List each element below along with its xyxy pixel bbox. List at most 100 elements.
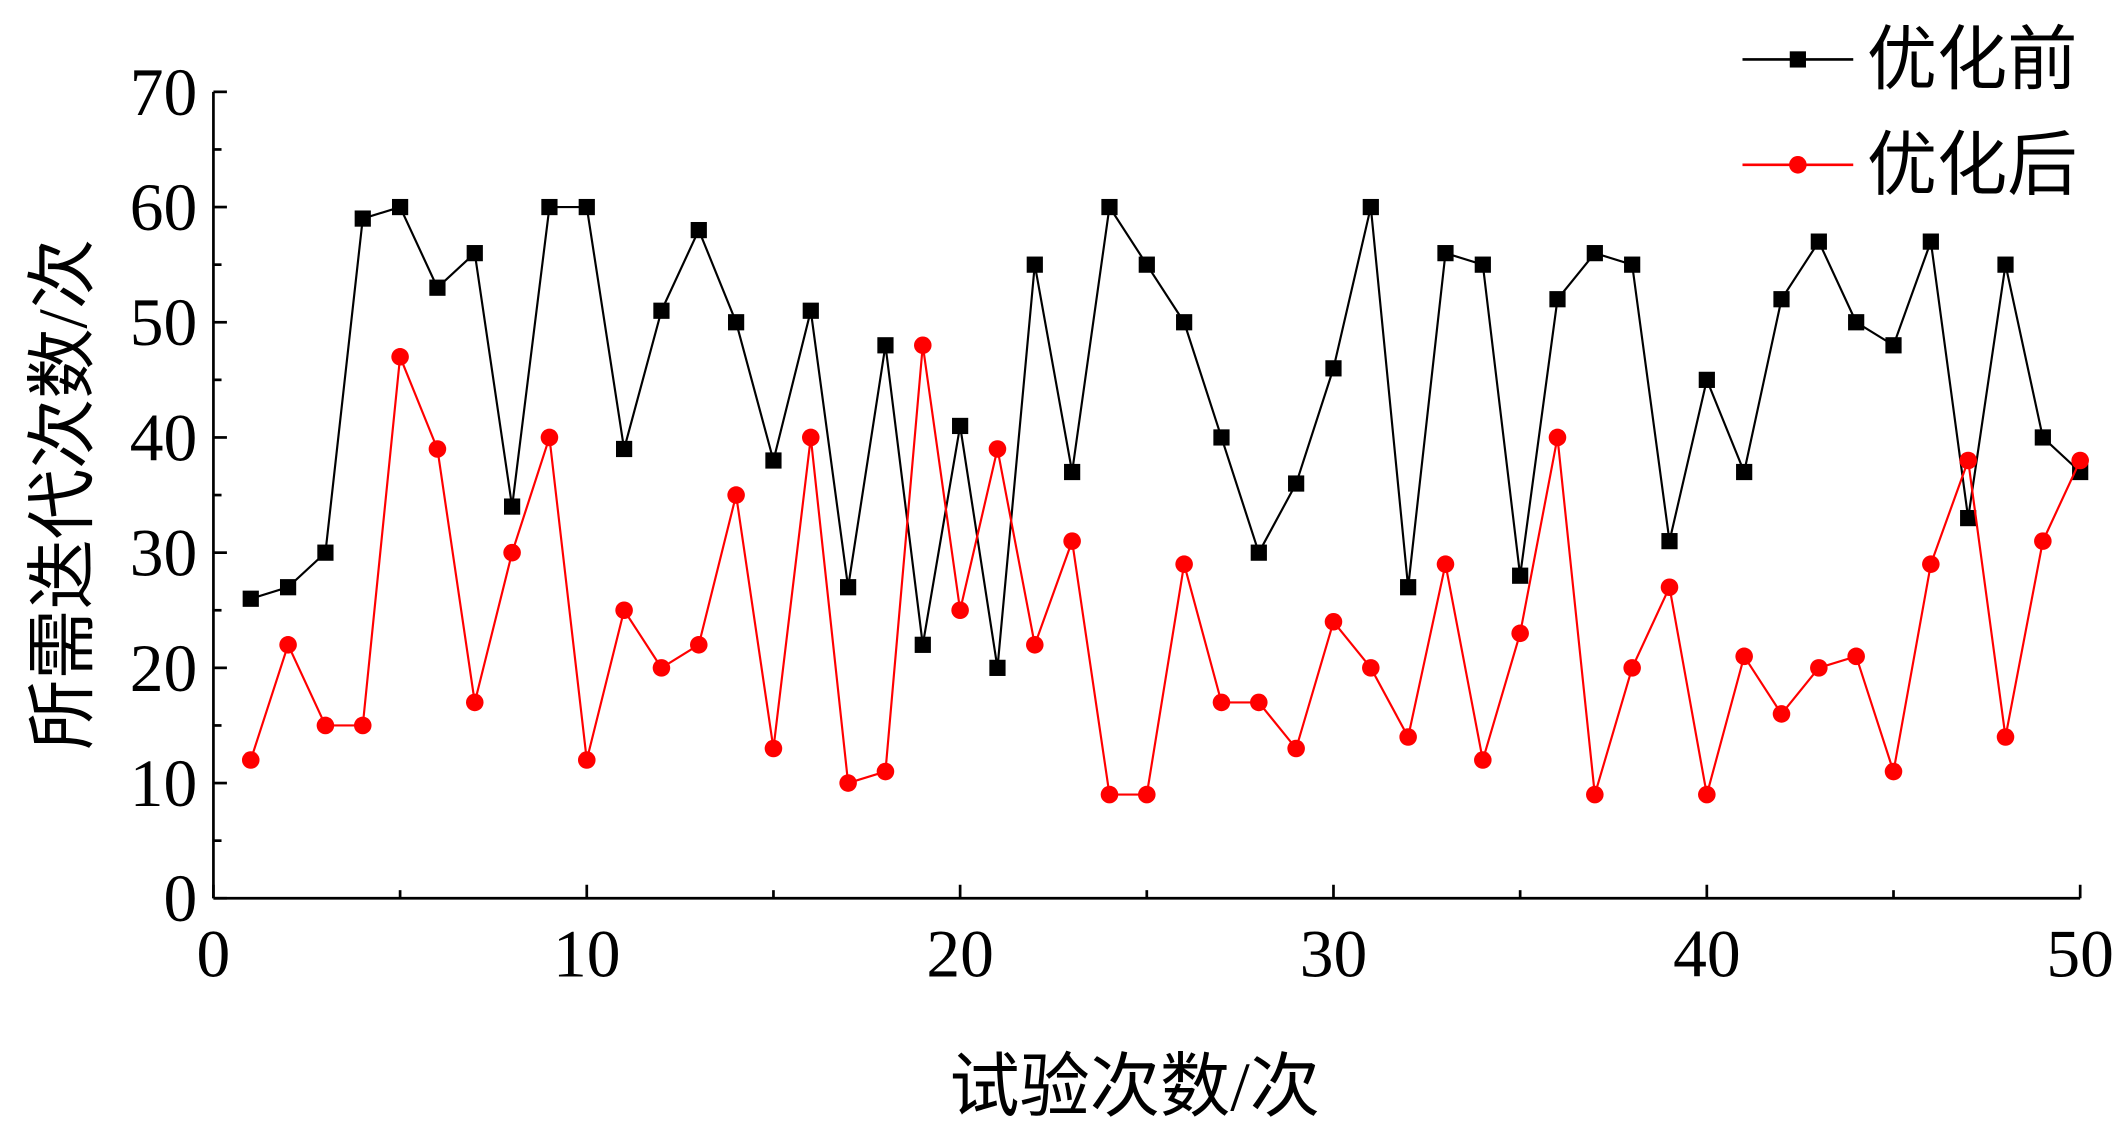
data-point <box>1661 533 1678 550</box>
data-point <box>1997 256 2014 273</box>
data-point <box>1735 647 1753 666</box>
data-point <box>466 245 483 262</box>
data-point <box>1175 555 1193 573</box>
data-point <box>1698 371 1715 388</box>
data-point <box>1549 291 1566 308</box>
data-point <box>1362 198 1379 216</box>
data-point <box>1026 256 1043 273</box>
data-point <box>241 751 260 769</box>
y-tick-label: 40 <box>130 400 198 475</box>
data-point <box>988 440 1007 458</box>
x-tick-label: 10 <box>553 917 621 992</box>
data-point <box>1848 314 1865 331</box>
data-point <box>428 440 447 458</box>
legend-label: 优化前 <box>1867 22 2078 100</box>
data-point <box>1548 428 1567 447</box>
series-line <box>250 204 2081 669</box>
data-point <box>1885 337 1902 354</box>
data-point <box>503 498 521 515</box>
data-point <box>1922 233 1939 250</box>
data-point <box>1960 509 1977 527</box>
axes: 0 10 20 30 40 50 60 70 0 10 20 30 40 50 <box>130 55 2114 992</box>
y-tick-label: 50 <box>130 285 198 360</box>
data-point <box>876 762 895 781</box>
data-point <box>503 543 521 562</box>
series-line <box>249 345 2082 796</box>
data-point <box>578 198 595 216</box>
data-point <box>1437 245 1454 262</box>
data-point <box>1810 233 1827 250</box>
data-point <box>1884 762 1903 781</box>
data-point <box>1100 785 1119 804</box>
data-point <box>2034 532 2052 550</box>
data-point <box>1512 567 1529 584</box>
data-point <box>1250 693 1268 712</box>
data-point <box>1324 612 1343 631</box>
data-point <box>690 221 707 239</box>
data-point <box>541 198 558 216</box>
data-point <box>951 601 969 620</box>
y-tick-label: 20 <box>130 631 198 706</box>
data-point <box>1063 532 1081 550</box>
data-point <box>728 314 745 331</box>
data-point <box>765 452 782 469</box>
data-point <box>1772 705 1791 723</box>
series-layer <box>241 198 2089 804</box>
data-point <box>1287 739 1305 758</box>
data-point <box>1138 785 1156 804</box>
data-point <box>1212 693 1231 712</box>
y-axis-label: 所需迭代次数/次 <box>24 239 102 750</box>
data-point <box>1474 751 1492 769</box>
data-point <box>1660 578 1679 596</box>
data-point <box>1288 475 1305 492</box>
x-tick-label: 20 <box>926 917 994 992</box>
data-point <box>1511 624 1529 643</box>
data-point <box>1996 728 2015 746</box>
y-tick-label: 30 <box>130 516 198 591</box>
data-point <box>1064 463 1081 481</box>
data-point <box>952 417 969 435</box>
data-point <box>1138 256 1155 273</box>
data-point <box>1474 256 1491 273</box>
data-point <box>727 486 745 504</box>
y-tick-label: 70 <box>130 55 198 130</box>
data-point <box>839 774 857 792</box>
data-point <box>1026 636 1044 654</box>
data-point <box>465 693 484 712</box>
legend-marker <box>1789 156 1807 174</box>
data-point <box>1847 647 1865 666</box>
data-point <box>1176 314 1193 331</box>
legend-marker <box>1789 51 1806 68</box>
data-point <box>1810 659 1828 677</box>
data-point <box>1773 291 1790 308</box>
data-point <box>1213 429 1230 446</box>
data-point <box>1959 451 1977 470</box>
y-tick-label: 10 <box>130 746 198 821</box>
x-axis-label: 试验次数/次 <box>949 1048 1320 1126</box>
data-point <box>1101 198 1118 216</box>
x-tick-label: 0 <box>197 917 231 992</box>
data-point <box>1736 463 1753 481</box>
data-point <box>2071 451 2089 470</box>
data-point <box>429 279 446 296</box>
data-point <box>802 428 820 447</box>
data-point <box>1698 785 1716 804</box>
data-point <box>616 440 633 458</box>
y-tick-label: 60 <box>130 170 198 245</box>
data-point <box>1586 245 1603 262</box>
data-point <box>877 337 894 354</box>
x-tick-label: 50 <box>2046 917 2114 992</box>
data-point <box>316 716 335 735</box>
data-point <box>317 544 334 561</box>
y-tick-label: 0 <box>163 861 197 936</box>
series-2 <box>241 336 2089 804</box>
data-point <box>391 348 409 366</box>
data-point <box>1250 544 1267 561</box>
data-point <box>1399 728 1417 746</box>
x-tick-label: 40 <box>1673 917 1741 992</box>
data-point <box>1586 785 1604 804</box>
data-point <box>652 659 671 677</box>
data-point <box>242 590 259 607</box>
